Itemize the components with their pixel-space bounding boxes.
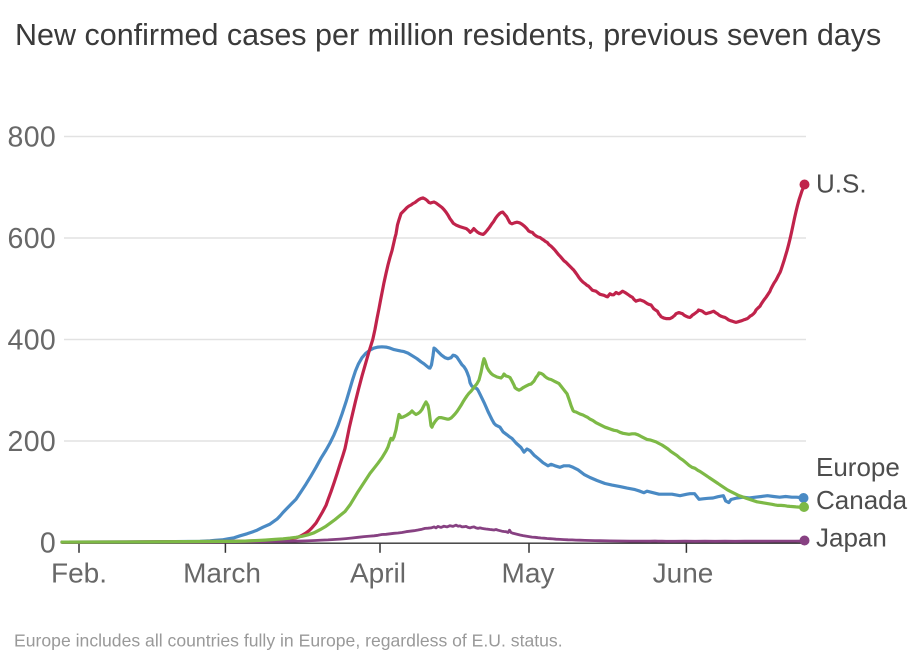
svg-text:U.S.: U.S. bbox=[816, 168, 867, 198]
svg-text:Europe includes all countries: Europe includes all countries fully in E… bbox=[14, 631, 563, 651]
svg-text:May: May bbox=[502, 558, 555, 589]
svg-text:Canada: Canada bbox=[816, 485, 908, 515]
svg-text:400: 400 bbox=[8, 324, 56, 356]
svg-text:600: 600 bbox=[8, 223, 56, 255]
svg-text:April: April bbox=[350, 558, 406, 589]
svg-text:Europe: Europe bbox=[816, 452, 900, 482]
svg-text:Japan: Japan bbox=[816, 522, 887, 552]
svg-text:0: 0 bbox=[40, 527, 56, 559]
svg-text:Feb.: Feb. bbox=[51, 558, 107, 589]
svg-text:March: March bbox=[183, 558, 261, 589]
svg-text:200: 200 bbox=[8, 426, 56, 458]
svg-text:June: June bbox=[653, 558, 714, 589]
svg-text:New confirmed cases per millio: New confirmed cases per million resident… bbox=[15, 18, 881, 52]
svg-text:800: 800 bbox=[8, 121, 56, 153]
